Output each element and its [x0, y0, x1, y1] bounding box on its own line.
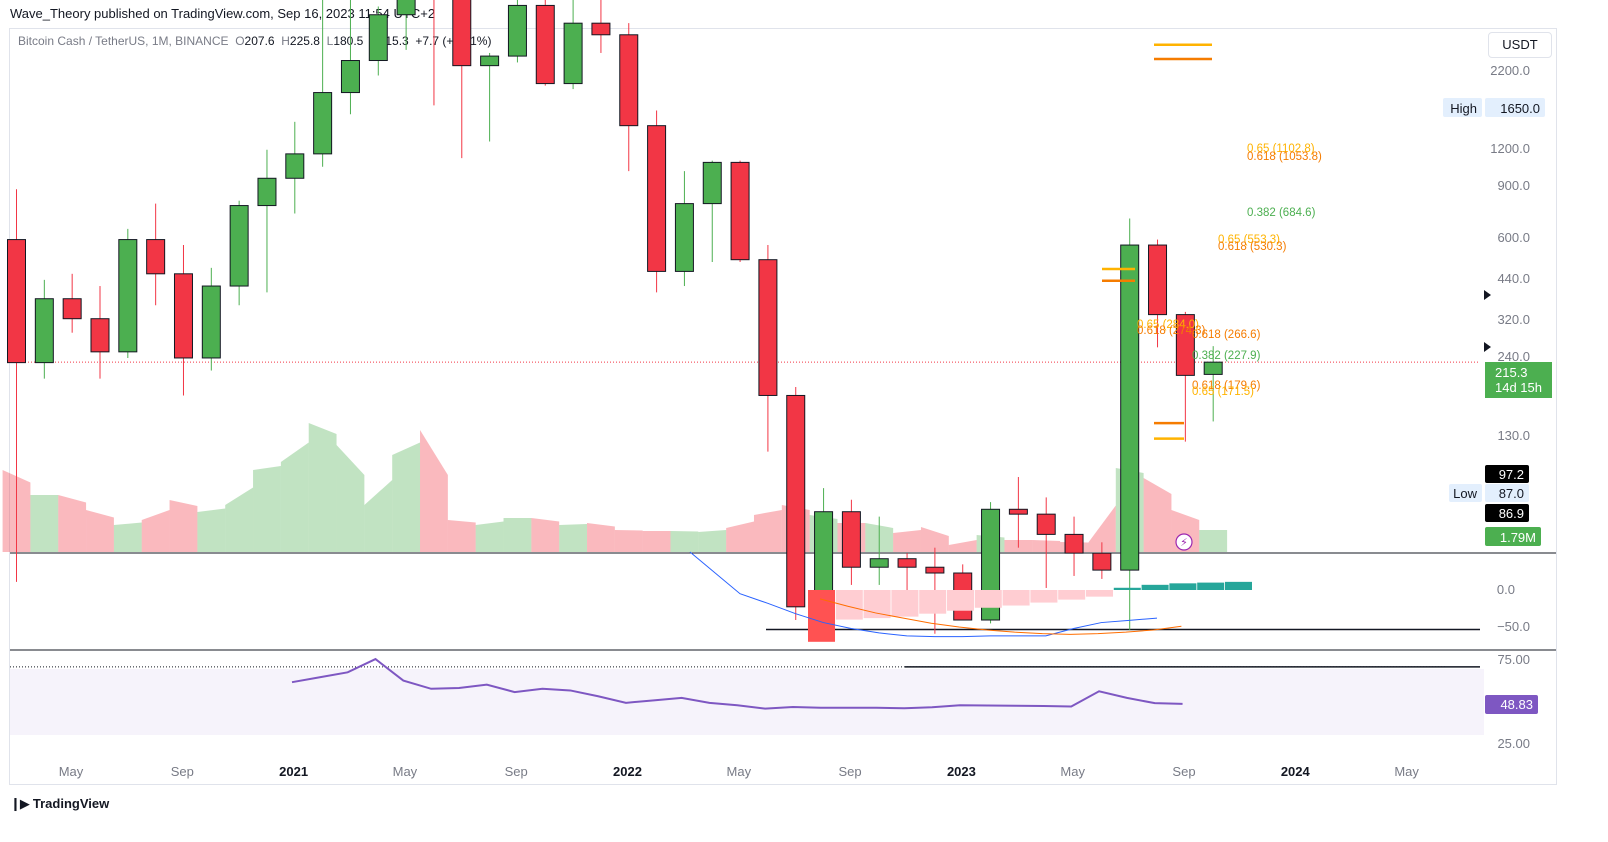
symbol-label: Bitcoin Cash / TetherUS, 1M, BINANCE: [18, 34, 229, 48]
currency-button[interactable]: USDT: [1488, 32, 1552, 58]
ohlc-legend: Bitcoin Cash / TetherUS, 1M, BINANCE O20…: [18, 34, 492, 48]
change-value: +7.7 (+3.71%): [415, 34, 492, 48]
chart-frame[interactable]: [9, 28, 1557, 785]
publisher-line: Wave_Theory published on TradingView.com…: [10, 6, 436, 21]
tradingview-logo[interactable]: ❙▶ TradingView: [10, 796, 110, 811]
high-value: 225.8: [289, 34, 320, 48]
close-value: 215.3: [378, 34, 409, 48]
tradingview-logo-icon: ❙▶: [10, 796, 30, 811]
open-value: 207.6: [244, 34, 275, 48]
low-value: 180.5: [333, 34, 364, 48]
